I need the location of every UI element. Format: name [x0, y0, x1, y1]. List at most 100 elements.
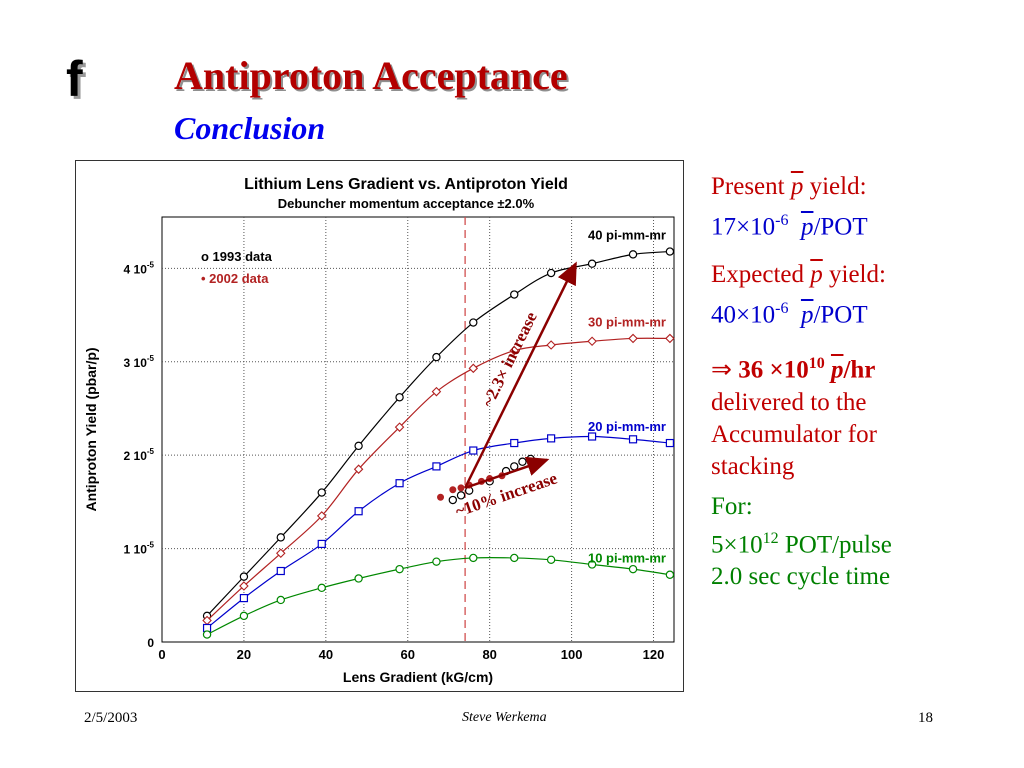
- data-point: [239, 572, 249, 581]
- cycle-time: 2.0 sec cycle time: [711, 563, 891, 591]
- delivered-line-2: Accumulator for: [711, 420, 877, 448]
- present-value: 17×10-6 p/POT: [711, 204, 1011, 244]
- data-point: [587, 259, 597, 268]
- data-point: [510, 290, 519, 299]
- rate-value-exp: 10: [808, 354, 825, 372]
- delivered-line-3: stacking: [711, 452, 795, 480]
- expected-value-exp: -6: [775, 300, 789, 318]
- expected-suffix: yield:: [829, 261, 886, 289]
- series-label: 10 pi-mm-mr: [588, 551, 666, 566]
- data-point: [469, 553, 478, 563]
- data-point: [665, 333, 675, 344]
- data-point: [510, 438, 519, 448]
- y-tick-label: 4 10-5: [124, 260, 155, 276]
- slide-title: Antiproton Acceptance: [174, 53, 568, 98]
- summary-panel: Present p yield: 17×10-6 p/POT Expected …: [711, 170, 1011, 593]
- data-point-1993: [518, 457, 527, 466]
- y-tick-label: 3 10-5: [124, 354, 155, 370]
- rate-unit: /hr: [843, 355, 876, 383]
- rate-value-base: 36 ×10: [738, 355, 809, 383]
- data-point: [316, 511, 327, 521]
- data-point: [317, 488, 326, 497]
- rate-line: ⇒ 36 ×1010 p/hr: [711, 347, 1011, 387]
- x-axis-label: Lens Gradient (kG/cm): [343, 669, 493, 685]
- data-point: [276, 533, 285, 542]
- data-point: [547, 434, 556, 443]
- increase-arrow: [463, 261, 577, 489]
- y-tick-label: 2 10-5: [124, 447, 155, 463]
- data-point: [546, 555, 556, 565]
- data-point: [469, 446, 478, 455]
- data-point: [394, 422, 405, 432]
- data-point: [354, 441, 363, 451]
- series-label: 30 pi-mm-mr: [588, 314, 666, 329]
- data-point-2002: [437, 493, 445, 501]
- footer-page-number: 18: [918, 710, 933, 726]
- x-tick-label: 60: [401, 647, 415, 662]
- x-tick-label: 40: [319, 647, 333, 662]
- series-label: 20 pi-mm-mr: [588, 419, 666, 434]
- x-tick-label: 120: [643, 647, 665, 662]
- pbar-symbol: p: [800, 213, 814, 241]
- data-point: [276, 595, 285, 605]
- pbar-symbol: p: [830, 355, 844, 383]
- pot-base: 5×10: [711, 531, 763, 559]
- data-point: [628, 333, 638, 344]
- expected-label: Expected: [711, 261, 805, 289]
- data-point: [509, 345, 520, 356]
- data-point: [628, 564, 638, 574]
- present-value-exp: -6: [775, 212, 789, 229]
- data-point: [317, 583, 326, 593]
- data-point: [354, 574, 363, 583]
- data-point-2002: [449, 486, 457, 494]
- data-point: [628, 250, 638, 259]
- pbar-symbol: p: [810, 261, 823, 289]
- delivered-line-1: delivered to the: [711, 388, 867, 416]
- data-point: [354, 507, 363, 516]
- data-point: [239, 611, 249, 621]
- chart-frame: Lithium Lens Gradient vs. Antiproton Yie…: [75, 160, 684, 692]
- data-point: [317, 539, 326, 549]
- expected-yield-line: Expected p yield:: [711, 258, 1011, 292]
- x-tick-label: 100: [561, 647, 583, 662]
- data-point-1993: [456, 491, 466, 500]
- expected-unit: /POT: [813, 301, 868, 329]
- data-point: [395, 479, 404, 488]
- data-point: [432, 462, 441, 471]
- x-tick-label: 0: [158, 647, 165, 662]
- data-point: [431, 386, 442, 397]
- data-point: [628, 435, 638, 444]
- data-point: [276, 566, 285, 576]
- present-value-base: 17×10: [711, 213, 776, 241]
- data-point: [546, 340, 556, 350]
- y-tick-label: 0: [147, 636, 154, 650]
- legend-entry-1993: o 1993 data: [201, 249, 273, 264]
- data-point-2002: [457, 484, 465, 492]
- present-label: Present: [711, 173, 785, 200]
- data-point: [395, 393, 404, 402]
- data-point: [353, 464, 364, 474]
- data-point-1993: [526, 454, 535, 464]
- series-label: 40 pi-mm-mr: [588, 228, 666, 243]
- data-point: [202, 630, 212, 639]
- data-point: [469, 318, 478, 327]
- present-yield-line: Present p yield:: [711, 170, 1011, 204]
- data-point: [665, 570, 675, 579]
- plot-area: [161, 216, 675, 643]
- expected-value-base: 40×10: [711, 301, 776, 329]
- data-point-1993: [448, 495, 458, 505]
- data-point: [510, 553, 519, 563]
- conditions: For: 5×1012 POT/pulse 2.0 sec cycle time: [711, 491, 1011, 593]
- fermilab-logo: f: [66, 51, 83, 107]
- data-point: [546, 268, 556, 278]
- increase-arrow: [464, 456, 550, 490]
- data-point: [432, 352, 441, 362]
- for-label: For:: [711, 492, 753, 520]
- legend-entry-2002: • 2002 data: [201, 271, 269, 286]
- chart-subtitle: Debuncher momentum acceptance ±2.0%: [278, 196, 535, 211]
- delivered-text: delivered to the Accumulator for stackin…: [711, 387, 1011, 483]
- x-tick-label: 20: [237, 647, 251, 662]
- yield-chart: Lithium Lens Gradient vs. Antiproton Yie…: [83, 176, 675, 685]
- chart-title: Lithium Lens Gradient vs. Antiproton Yie…: [244, 176, 568, 193]
- data-point: [395, 564, 404, 574]
